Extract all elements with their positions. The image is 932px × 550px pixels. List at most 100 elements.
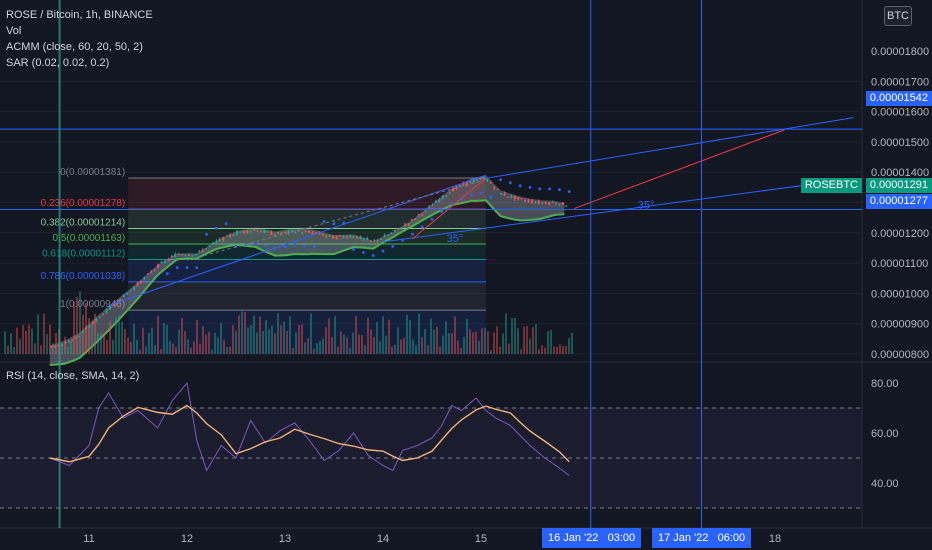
volume-bar: [490, 349, 492, 354]
candle-body: [534, 202, 537, 204]
dashed-trend-line: [186, 180, 482, 261]
time-tag-16-jan-date: 16 Jan '22: [548, 532, 599, 544]
volume-bar: [292, 348, 294, 354]
volume-legend[interactable]: Vol: [6, 25, 22, 37]
acmm-lower-line: [49, 199, 565, 366]
sar-dot: [362, 251, 365, 254]
acmm-legend[interactable]: ACMM (close, 60, 20, 50, 2): [6, 41, 143, 53]
candle-body: [561, 202, 564, 205]
candle-body: [64, 341, 67, 343]
volume-bar: [517, 328, 519, 354]
volume-bar: [427, 345, 429, 354]
volume-bar: [571, 332, 573, 354]
volume-bar: [526, 326, 528, 354]
candle-body: [78, 335, 81, 337]
rsi-legend[interactable]: RSI (14, close, SMA, 14, 2): [6, 370, 140, 382]
candle-body: [270, 231, 273, 235]
volume-bar: [496, 326, 498, 354]
candle-body: [465, 182, 468, 186]
candle-body: [486, 179, 489, 182]
volume-bar: [160, 349, 162, 354]
candle-body: [308, 231, 311, 233]
volume-bar: [376, 322, 378, 354]
volume-bar: [334, 316, 336, 354]
candle-body: [253, 229, 256, 231]
candle-body: [71, 339, 74, 341]
currency-button[interactable]: BTC: [884, 6, 912, 26]
volume-bar: [460, 348, 462, 354]
price-axis-label: 0.00001800: [871, 46, 929, 58]
volume-bar: [121, 321, 123, 354]
volume-bar: [394, 344, 396, 354]
volume-bar: [310, 313, 312, 354]
time-axis-label: 11: [83, 533, 94, 545]
candle-body: [232, 234, 235, 236]
volume-bar: [400, 339, 402, 354]
candle-body: [263, 230, 266, 233]
volume-bar: [199, 343, 201, 354]
fib-zone-below: [128, 310, 486, 354]
volume-bar: [91, 324, 93, 354]
volume-bar: [541, 345, 543, 354]
volume-bar: [214, 332, 216, 354]
sar-dot: [185, 266, 189, 270]
candle-body: [280, 233, 283, 235]
candle-body: [91, 321, 94, 324]
volume-bar: [157, 315, 159, 354]
volume-bar: [34, 343, 36, 354]
candle-body: [314, 232, 317, 234]
volume-bar: [124, 328, 126, 354]
volume-bar: [13, 347, 15, 354]
volume-bar: [193, 341, 195, 354]
symbol-tag: ROSEBTC: [800, 178, 862, 193]
candle-body: [503, 193, 506, 196]
volume-bar: [100, 333, 102, 354]
sar-dot: [254, 242, 257, 245]
candle-body: [369, 240, 372, 242]
volume-bar: [337, 346, 339, 354]
volume-bar: [379, 341, 381, 354]
candle-body: [513, 196, 516, 200]
volume-bar: [46, 334, 48, 354]
volume-bar: [106, 339, 108, 354]
volume-bar: [118, 314, 120, 354]
volume-bar: [97, 333, 99, 354]
sar-dot: [411, 232, 414, 236]
volume-bar: [220, 322, 222, 354]
volume-bar: [550, 329, 552, 354]
candle-body: [95, 318, 98, 322]
sar-legend[interactable]: SAR (0.02, 0.02, 0.2): [6, 57, 110, 69]
last-price-tag: 0.00001291: [865, 178, 932, 193]
volume-bar: [319, 341, 321, 354]
candle-body: [266, 231, 269, 233]
volume-bar: [256, 332, 258, 354]
candle-body: [441, 195, 444, 199]
crosshair-price-tag: 0.00001277: [865, 194, 932, 209]
volume-bar: [535, 324, 537, 354]
price-axis-label: 0.00001500: [871, 137, 929, 149]
volume-bar: [109, 321, 111, 354]
sar-dot: [303, 244, 306, 248]
candle-body: [50, 345, 53, 347]
candle-body: [373, 240, 376, 242]
volume-bar: [349, 347, 351, 354]
channel-lower-line: [382, 180, 834, 243]
fib-zone: [128, 281, 486, 311]
volume-bar: [22, 325, 24, 354]
volume-bar: [43, 313, 45, 354]
candle-body: [472, 179, 475, 182]
candle-body: [458, 185, 461, 187]
time-axis-label: 12: [181, 533, 193, 545]
symbol-legend[interactable]: ROSE / Bitcoin, 1h, BINANCE: [6, 9, 153, 21]
volume-bar: [328, 318, 330, 354]
volume-bar: [313, 348, 315, 354]
candle-body: [506, 196, 509, 198]
candle-body: [112, 304, 115, 306]
channel-parallel-line: [485, 117, 854, 179]
volume-bar: [202, 326, 204, 354]
candle-body: [524, 200, 527, 202]
volume-bar: [19, 339, 21, 354]
volume-bar: [415, 344, 417, 354]
candle-body: [482, 177, 485, 181]
